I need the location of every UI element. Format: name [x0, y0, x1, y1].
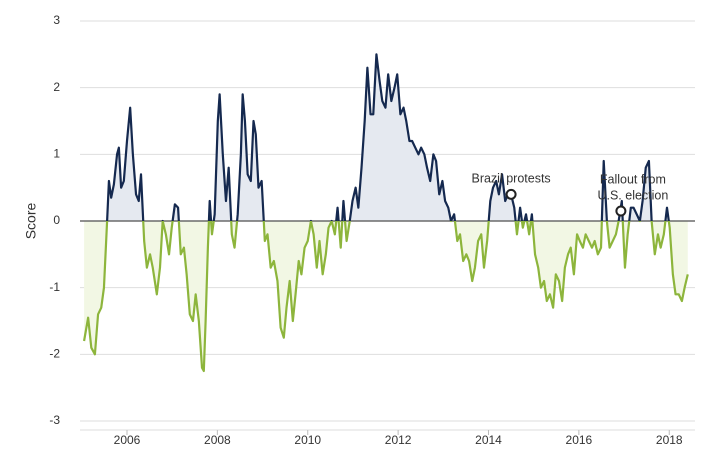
y-tick-label: -1 [49, 280, 60, 294]
area [84, 54, 688, 371]
annotation-marker [615, 205, 627, 217]
y-tick-label: 0 [53, 213, 60, 227]
annotation-label: U.S. election [597, 188, 668, 202]
annotation-label: Fallout from [600, 172, 666, 186]
x-tick-label: 2018 [656, 433, 683, 447]
x-tick-label: 2006 [114, 433, 141, 447]
x-tick-label: 2008 [204, 433, 231, 447]
x-tick-label: 2014 [475, 433, 502, 447]
y-axis-label: Score [23, 203, 39, 240]
y-tick-label: 3 [53, 13, 60, 27]
line [82, 53, 689, 373]
y-tick-label: 2 [53, 80, 60, 94]
annotation-label: Brazil protests [471, 172, 550, 186]
x-tick-label: 2010 [294, 433, 321, 447]
y-tick-label: -3 [49, 413, 60, 427]
y-tick-label: -2 [49, 347, 60, 361]
x-tick-label: 2012 [385, 433, 412, 447]
y-tick-label: 1 [53, 147, 60, 161]
x-tick-label: 2016 [566, 433, 593, 447]
annotation-marker [505, 188, 517, 200]
